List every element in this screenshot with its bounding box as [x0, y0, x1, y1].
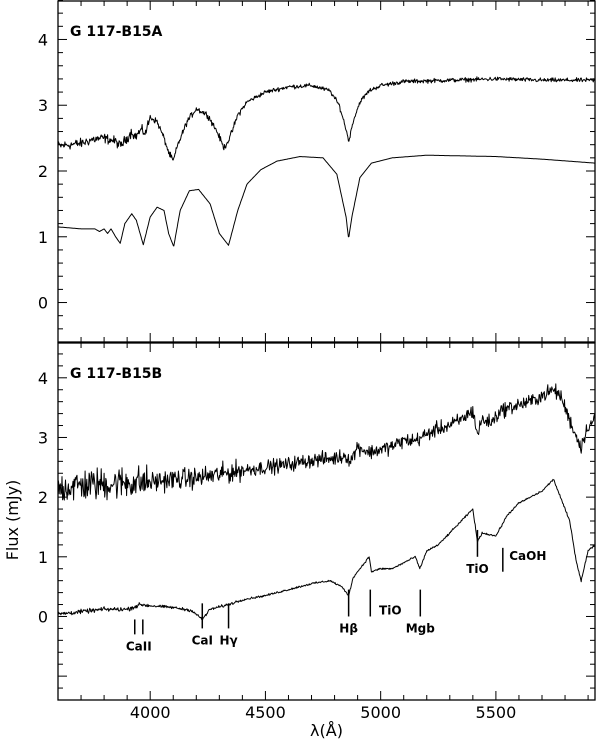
- line-label: CaII: [126, 639, 152, 653]
- y-tick-label: 3: [38, 428, 48, 447]
- line-label: Hγ: [219, 633, 237, 647]
- line-label: CaOH: [509, 549, 546, 563]
- panel-frame-1: [57, 0, 596, 343]
- spectrum-2-2: [57, 478, 596, 620]
- line-label: Mgb: [406, 621, 436, 635]
- spectrum-1-1: [57, 76, 596, 161]
- y-tick-label: 1: [38, 228, 48, 247]
- panel-title-2: G 117-B15B: [70, 366, 162, 382]
- line-label: TiO: [379, 604, 402, 618]
- line-label: CaI: [192, 633, 213, 647]
- x-axis-label: λ(Å): [310, 721, 343, 740]
- spectrum-1-2: [57, 154, 595, 247]
- y-tick-label: 0: [38, 294, 48, 313]
- y-tick-label: 4: [38, 369, 48, 388]
- x-tick-label: 5000: [360, 703, 401, 722]
- y-tick-label: 0: [38, 607, 48, 626]
- spectrum-2-1: [57, 383, 596, 501]
- line-label: Hβ: [339, 621, 358, 635]
- panel-title-1: G 117-B15A: [70, 24, 163, 40]
- y-tick-label: 1: [38, 548, 48, 567]
- x-tick-label: 4000: [130, 703, 171, 722]
- y-tick-label: 2: [38, 488, 48, 507]
- x-tick-label: 5500: [476, 703, 517, 722]
- x-tick-label: 4500: [245, 703, 286, 722]
- y-tick-label: 4: [38, 30, 48, 49]
- y-tick-label: 2: [38, 162, 48, 181]
- y-axis-label: Flux (mJy): [3, 480, 22, 561]
- line-label: TiO: [466, 562, 489, 576]
- y-tick-label: 3: [38, 96, 48, 115]
